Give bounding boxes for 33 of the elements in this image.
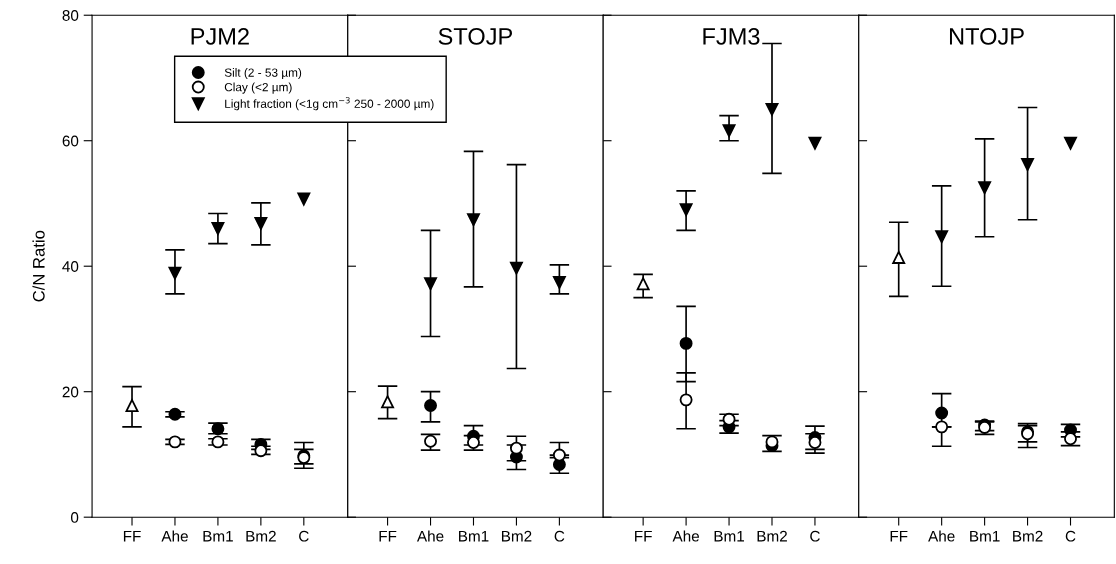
x-tick-label: FF xyxy=(635,530,652,542)
x-tick-label: Bm1 xyxy=(459,530,489,542)
x-tick-label: Ahe xyxy=(416,530,444,542)
x-tick-label: C xyxy=(810,530,820,542)
x-tick-label: Bm2 xyxy=(757,530,787,542)
chart-title: NTOJP xyxy=(949,28,1024,45)
y-tick-label: 60 xyxy=(62,135,79,147)
chart-title: STOJP xyxy=(438,28,513,45)
x-tick-label: Bm2 xyxy=(501,530,532,542)
x-tick-label: Ahe xyxy=(672,530,700,542)
x-tick-label: C xyxy=(299,530,309,542)
x-tick-label: C xyxy=(1065,530,1076,542)
y-tick-label: 0 xyxy=(70,512,79,523)
y-tick-label: 20 xyxy=(62,386,79,398)
x-tick-label: FF xyxy=(379,530,397,542)
chart-title: PJM2 xyxy=(191,28,249,45)
x-tick-label: Bm2 xyxy=(1013,530,1043,542)
chart-title: FJM3 xyxy=(703,28,760,45)
x-tick-label: Bm1 xyxy=(203,530,233,542)
x-tick-label: C xyxy=(554,530,565,542)
y-tick-label: 40 xyxy=(62,261,79,272)
x-tick-label: FF xyxy=(890,530,908,542)
legend-label: Clay (<2 µm) xyxy=(224,82,292,94)
y-tick-label: 80 xyxy=(62,10,79,21)
x-tick-label: Ahe xyxy=(928,530,955,542)
y-axis-title: C/N Ratio xyxy=(32,230,45,302)
legend-label: Silt (2 - 53 µm) xyxy=(224,68,302,80)
x-tick-label: Bm2 xyxy=(246,530,276,542)
x-tick-label: Ahe xyxy=(161,530,188,542)
x-tick-label: Bm1 xyxy=(970,530,1000,542)
x-tick-label: FF xyxy=(123,530,141,542)
x-tick-label: Bm1 xyxy=(714,530,745,542)
legend-label: Light fraction (<1g cm$^{−3}$ 250 - 2000 µm) xyxy=(225,97,434,111)
